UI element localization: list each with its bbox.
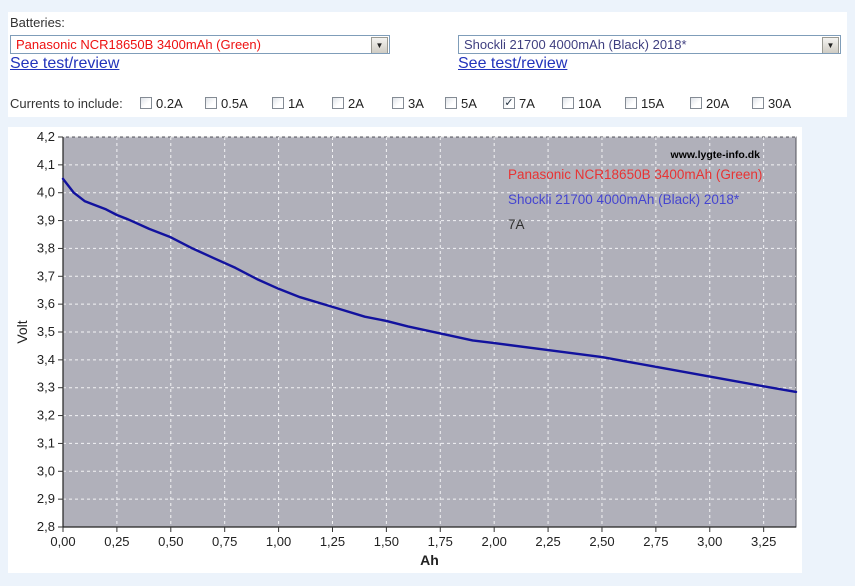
checkbox-unchecked-icon[interactable] xyxy=(272,97,284,109)
x-tick-label: 1,50 xyxy=(374,534,399,549)
discharge-chart-panel: 2,8 2,9 3,0 3,1 3,2 3,3 3,4 3,5 3,6 3,7 3,8 3,9 4,0 4… xyxy=(8,127,802,573)
current-checkbox-0.2a[interactable]: 0.2A xyxy=(140,95,183,111)
legend-entry: Panasonic NCR18650B 3400mAh (Green) xyxy=(508,167,762,182)
battery-select-2-value: Shockli 21700 4000mAh (Black) 2018* xyxy=(464,37,687,52)
y-tick-label: 4,1 xyxy=(37,157,55,172)
discharge-curve xyxy=(61,177,798,394)
checkbox-unchecked-icon[interactable] xyxy=(752,97,764,109)
currents-to-include-label: Currents to include: xyxy=(10,96,123,111)
current-checkbox-label: 3A xyxy=(408,95,424,111)
current-checkbox-label: 15A xyxy=(641,95,665,111)
y-tick-label: 4,0 xyxy=(37,185,55,200)
x-tick-label: 2,50 xyxy=(589,534,614,549)
y-tick-label: 3,2 xyxy=(37,408,55,423)
checkbox-unchecked-icon[interactable] xyxy=(562,97,574,109)
current-checkbox-10a[interactable]: 10A xyxy=(562,95,601,111)
y-tick-label: 3,1 xyxy=(37,435,55,450)
y-tick-label: 2,8 xyxy=(37,519,55,534)
checkbox-unchecked-icon[interactable] xyxy=(690,97,702,109)
x-tick-label: 2,75 xyxy=(643,534,668,549)
y-tick-label: 3,7 xyxy=(37,268,55,283)
y-tick-label: 3,8 xyxy=(37,240,55,255)
x-tick-label: 0,75 xyxy=(212,534,237,549)
checkbox-unchecked-icon[interactable] xyxy=(205,97,217,109)
y-tick-label: 2,9 xyxy=(37,491,55,506)
checkbox-unchecked-icon[interactable] xyxy=(392,97,404,109)
y-tick-label: 3,4 xyxy=(37,352,55,367)
x-axis-title: Ah xyxy=(420,552,439,568)
checkbox-checked-icon[interactable]: ✓ xyxy=(503,97,515,109)
battery-select-1[interactable]: Panasonic NCR18650B 3400mAh (Green) ▼ xyxy=(10,35,390,54)
current-checkbox-label: 2A xyxy=(348,95,364,111)
y-tick-label: 4,2 xyxy=(37,129,55,144)
discharge-chart: 2,8 2,9 3,0 3,1 3,2 3,3 3,4 3,5 3,6 3,7 3,8 3,9 4,0 4… xyxy=(14,129,798,568)
x-tick-label: 0,25 xyxy=(104,534,129,549)
see-test-review-link-1[interactable]: See test/review xyxy=(10,55,120,72)
x-tick-label: 0,50 xyxy=(158,534,183,549)
batteries-label: Batteries: xyxy=(10,15,65,30)
current-checkbox-label: 10A xyxy=(578,95,602,111)
y-tick-label: 3,9 xyxy=(37,213,55,228)
current-checkbox-20a[interactable]: 20A xyxy=(690,95,729,111)
legend-entry: Shockli 21700 4000mAh (Black) 2018* xyxy=(508,192,740,207)
chevron-down-icon[interactable]: ▼ xyxy=(822,37,839,53)
current-checkbox-1a[interactable]: 1A xyxy=(272,95,304,111)
current-checkbox-label: 7A xyxy=(519,95,535,111)
x-tick-label: 1,00 xyxy=(266,534,291,549)
x-tick-label: 1,25 xyxy=(320,534,345,549)
x-tick-label: 2,00 xyxy=(482,534,507,549)
current-checkbox-7a[interactable]: ✓ 7A xyxy=(503,95,535,111)
x-tick-label: 2,25 xyxy=(535,534,560,549)
y-axis-title: Volt xyxy=(14,320,30,343)
y-tick-label: 3,0 xyxy=(37,463,55,478)
x-tick-label: 1,75 xyxy=(428,534,453,549)
current-checkbox-label: 0.5A xyxy=(221,95,248,111)
current-checkbox-0.5a[interactable]: 0.5A xyxy=(205,95,248,111)
checkbox-unchecked-icon[interactable] xyxy=(140,97,152,109)
current-checkbox-2a[interactable]: 2A xyxy=(332,95,364,111)
checkbox-unchecked-icon[interactable] xyxy=(445,97,457,109)
current-checkbox-label: 0.2A xyxy=(156,95,183,111)
current-checkbox-label: 1A xyxy=(288,95,304,111)
x-tick-label: 3,00 xyxy=(697,534,722,549)
y-tick-label: 3,5 xyxy=(37,324,55,339)
current-checkbox-5a[interactable]: 5A xyxy=(445,95,477,111)
battery-selection-panel: Batteries: Panasonic NCR18650B 3400mAh (… xyxy=(8,12,847,117)
x-tick-label: 3,25 xyxy=(751,534,776,549)
current-checkbox-30a[interactable]: 30A xyxy=(752,95,791,111)
current-checkbox-label: 20A xyxy=(706,95,730,111)
y-tick-label: 3,3 xyxy=(37,380,55,395)
see-test-review-link-2[interactable]: See test/review xyxy=(458,55,568,72)
checkbox-unchecked-icon[interactable] xyxy=(332,97,344,109)
current-checkbox-label: 5A xyxy=(461,95,477,111)
y-tick-label: 3,6 xyxy=(37,296,55,311)
battery-select-1-value: Panasonic NCR18650B 3400mAh (Green) xyxy=(16,37,261,52)
checkbox-unchecked-icon[interactable] xyxy=(625,97,637,109)
chevron-down-icon[interactable]: ▼ xyxy=(371,37,388,53)
current-checkbox-15a[interactable]: 15A xyxy=(625,95,664,111)
current-checkbox-label: 30A xyxy=(768,95,792,111)
watermark: www.lygte-info.dk xyxy=(670,149,761,161)
current-checkbox-3a[interactable]: 3A xyxy=(392,95,424,111)
x-tick-label: 0,00 xyxy=(50,534,75,549)
legend-entry: 7A xyxy=(508,217,525,232)
battery-select-2[interactable]: Shockli 21700 4000mAh (Black) 2018* ▼ xyxy=(458,35,841,54)
